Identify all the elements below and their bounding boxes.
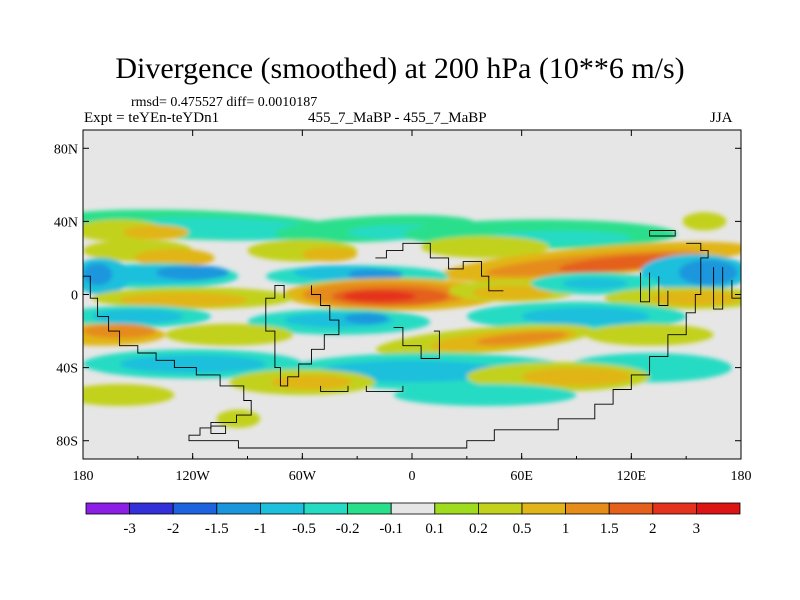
stats-text: rmsd= 0.475527 diff= 0.0010187 <box>131 95 318 110</box>
coastline-segment <box>649 230 676 237</box>
contour-patch <box>302 246 358 262</box>
contour-patch <box>119 354 266 374</box>
contour-patch <box>476 331 568 346</box>
x-tick-label: 60W <box>289 469 317 484</box>
colorbar-label: -1.5 <box>205 521 229 537</box>
contour-patch <box>134 248 215 268</box>
contour-patch <box>342 290 416 302</box>
coastline-segment <box>365 385 404 392</box>
contour-patch <box>472 285 553 300</box>
x-tick-label: 60E <box>510 469 533 484</box>
contour-patch <box>348 268 403 280</box>
colorbar-label: 1.5 <box>600 521 619 537</box>
contour-patch <box>83 263 113 286</box>
contour-patch <box>558 254 686 273</box>
contour-patch <box>119 292 248 308</box>
y-tick-label: 0 <box>71 289 78 304</box>
contour-patch <box>83 384 175 406</box>
coastline-segment <box>731 279 741 299</box>
colorbar-label: 2 <box>649 521 657 537</box>
colorbar-label: -0.5 <box>292 521 316 537</box>
colorbar-label: 1 <box>562 521 570 537</box>
colorbar-swatch <box>477 502 523 515</box>
colorbar-label: 3 <box>693 521 701 537</box>
coastline-outline <box>83 230 741 449</box>
center-subtitle: 455_7_MaBP - 455_7_MaBP <box>308 110 487 126</box>
coastline-segment <box>658 276 669 306</box>
right-subtitle: JJA <box>710 110 733 126</box>
colorbar-swatch <box>696 502 741 515</box>
y-tick-label: 80N <box>54 142 78 157</box>
x-tick-label: 180 <box>731 469 752 484</box>
colorbar-swatch <box>521 502 566 515</box>
x-axis: 180 120W 60W 0 60E 120E 180 <box>73 130 752 484</box>
y-tick-label: 40N <box>54 215 78 230</box>
chart-title: Divergence (smoothed) at 200 hPa (10**6 … <box>115 52 685 85</box>
colorbar-label: -2 <box>167 521 180 537</box>
colorbar-swatch <box>652 502 697 515</box>
colorbar-label: -0.2 <box>336 521 360 537</box>
colorbar: -3 -2 -1.5 -1 -0.5 -0.2 -0.1 0.1 0.2 0.5 1 1.5 2 3 <box>85 502 741 537</box>
contour-patch <box>344 312 389 324</box>
coastline-segment <box>320 385 349 392</box>
y-axis: 80N 40N 0 40S 80S <box>54 142 741 450</box>
colorbar-swatch <box>303 502 348 515</box>
colorbar-swatch <box>608 502 654 515</box>
colorbar-swatch <box>129 502 174 515</box>
coastline-segment <box>713 267 724 310</box>
coastline-segment <box>375 242 504 292</box>
negative-maximum <box>156 265 230 280</box>
colorbar-label: -0.1 <box>379 521 403 537</box>
colorbar-swatch <box>172 502 218 515</box>
contour-patch <box>585 323 714 346</box>
colorbar-swatch <box>565 502 610 515</box>
coastline-segment <box>265 284 340 387</box>
coastline-segment <box>640 272 651 303</box>
contour-patch <box>421 236 550 258</box>
y-tick-label: 40S <box>56 362 78 377</box>
contour-patch <box>92 309 184 324</box>
colorbar-swatch <box>216 502 261 515</box>
divergence-field <box>83 130 741 459</box>
field-contours <box>83 209 741 428</box>
coastline-segment <box>393 326 440 359</box>
contour-patch <box>682 212 727 231</box>
colorbar-label: 0.2 <box>469 521 488 537</box>
colorbar-label: -1 <box>254 521 267 537</box>
x-tick-label: 0 <box>409 469 416 484</box>
x-tick-label: 180 <box>73 469 94 484</box>
contour-patch <box>678 259 738 286</box>
contour-patch <box>521 307 650 326</box>
coastline-segment <box>83 242 709 449</box>
colorbar-label: 0.5 <box>513 521 532 537</box>
colorbar-swatch <box>390 502 436 515</box>
contour-patch <box>216 409 261 428</box>
left-subtitle: Expt = teYEn-teYDn1 <box>84 110 220 126</box>
colorbar-swatch <box>259 502 305 515</box>
contour-patch <box>271 374 352 390</box>
colorbar-label: -3 <box>123 521 136 537</box>
contour-patch <box>123 225 190 240</box>
contour-patch <box>393 384 577 406</box>
coastline-segment <box>210 425 227 434</box>
x-tick-label: 120E <box>617 469 647 484</box>
x-tick-label: 120W <box>176 469 211 484</box>
contour-patch <box>165 323 294 346</box>
colorbar-swatch <box>347 502 392 515</box>
colorbar-swatch <box>85 502 130 515</box>
contour-patch <box>561 278 628 290</box>
colorbar-label: 0.1 <box>425 521 444 537</box>
colorbar-swatch <box>434 502 479 515</box>
y-tick-label: 80S <box>56 435 78 450</box>
contour-patch <box>521 367 632 386</box>
